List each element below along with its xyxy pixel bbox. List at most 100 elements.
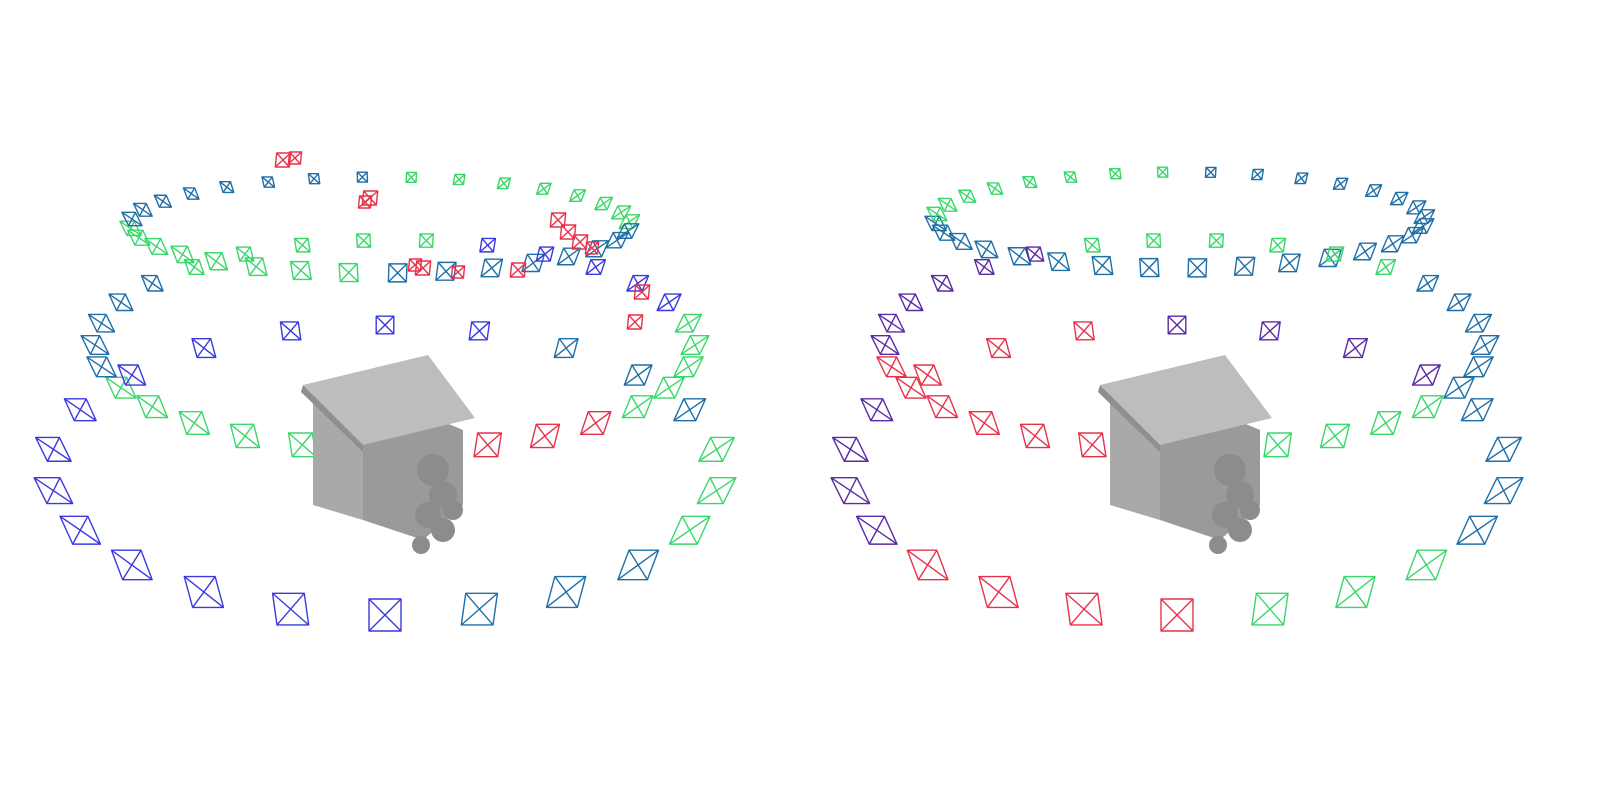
camera-frustum (616, 223, 640, 239)
camera-frustum (1369, 411, 1402, 436)
camera-frustum (978, 575, 1019, 609)
camera-frustum (559, 224, 577, 240)
camera-frustum (673, 356, 704, 378)
camera-frustum (1411, 395, 1444, 419)
camera-frustum (87, 313, 116, 333)
camera-frustum (1332, 177, 1349, 190)
camera-frustum (1047, 252, 1071, 272)
camera-frustum (1456, 515, 1499, 545)
camera-frustum (287, 151, 303, 165)
camera-frustum (183, 575, 225, 609)
camera-frustum (668, 515, 711, 545)
camera-poses-panel-right (830, 166, 1524, 632)
camera-frustum (1263, 432, 1293, 458)
camera-frustum (338, 262, 359, 283)
camera-frustum (153, 194, 173, 208)
camera-frustum (357, 195, 373, 209)
camera-frustum (204, 252, 229, 271)
camera-frustum (633, 284, 651, 300)
camera-frustum (127, 229, 151, 246)
camera-frustum (479, 237, 497, 253)
camera-frustum (1073, 321, 1095, 341)
camera-frustum (1007, 247, 1032, 266)
camera-frustum (1380, 235, 1405, 253)
camera-frustum (1464, 313, 1493, 333)
camera-frustum (191, 337, 217, 359)
camera-frustum (1208, 233, 1225, 248)
camera-frustum (623, 364, 653, 386)
camera-frustum (957, 189, 977, 203)
house-roof-edge (301, 385, 363, 452)
camera-frustum (86, 356, 117, 378)
camera-frustum (1352, 242, 1378, 261)
camera-frustum (974, 240, 999, 259)
camera-frustum (1335, 575, 1376, 609)
camera-frustum (1019, 423, 1051, 449)
camera-frustum (387, 263, 408, 283)
camera-frustum (568, 189, 587, 203)
camera-frustum (293, 237, 311, 253)
camera-frustum (895, 376, 927, 399)
camera-frustum (119, 220, 142, 237)
middle-camera-ring (80, 233, 710, 463)
camera-frustum (696, 477, 737, 505)
camera-frustum (931, 224, 956, 241)
camera-frustum (375, 315, 395, 335)
camera-frustum (1278, 253, 1301, 273)
camera-frustum (870, 335, 900, 355)
camera-frustum (621, 395, 654, 419)
camera-frustum (1025, 246, 1045, 262)
camera-frustum (274, 152, 292, 168)
camera-frustum (605, 231, 630, 249)
camera-frustum (1411, 218, 1435, 234)
camera-frustum (1443, 376, 1475, 399)
camera-frustum (1022, 175, 1038, 189)
camera-frustum (1251, 592, 1289, 626)
camera-frustum (235, 246, 255, 262)
camera-frustum (556, 247, 581, 266)
camera-frustum (405, 171, 418, 184)
camera-frustum (1139, 257, 1160, 278)
camera-frustum (108, 293, 134, 312)
camera-frustum (1405, 549, 1448, 581)
camera-frustum (1375, 258, 1397, 275)
camera-frustum (1269, 237, 1287, 253)
camera-frustum (985, 337, 1012, 359)
camera-frustum (1342, 337, 1369, 359)
camera-frustum (1413, 209, 1436, 225)
camera-frustum (1160, 598, 1194, 632)
camera-frustum (480, 258, 504, 278)
camera-frustum (545, 575, 587, 609)
camera-frustum (496, 177, 512, 190)
camera-frustum (1416, 274, 1440, 292)
camera-frustum (307, 172, 321, 185)
camera-frustum (584, 241, 600, 255)
camera-frustum (1233, 256, 1256, 276)
camera-frustum (183, 258, 205, 275)
camera-frustum (680, 335, 710, 355)
camera-frustum (1108, 167, 1122, 180)
camera-frustum (1319, 423, 1351, 449)
camera-frustum (535, 246, 555, 262)
camera-frustum (1156, 166, 1169, 178)
camera-frustum (33, 477, 74, 505)
camera-frustum (973, 258, 995, 275)
camera-frustum (117, 364, 147, 386)
camera-frustum (674, 313, 703, 333)
camera-frustum (110, 549, 153, 581)
camera-frustum (937, 197, 958, 212)
camera-frustum (986, 182, 1004, 195)
house-plants (1209, 454, 1260, 554)
camera-frustum (860, 398, 894, 422)
house-roof (303, 355, 475, 445)
lower-camera-ring (830, 315, 1524, 632)
camera-frustum (673, 398, 707, 422)
house-model (301, 355, 475, 554)
camera-frustum (594, 196, 614, 211)
camera-frustum (1259, 321, 1281, 341)
lower-camera-ring (33, 315, 737, 632)
camera-frustum (913, 364, 943, 386)
camera-frustum (876, 356, 907, 378)
camera-frustum (1077, 432, 1107, 458)
camera-frustum (653, 376, 685, 399)
